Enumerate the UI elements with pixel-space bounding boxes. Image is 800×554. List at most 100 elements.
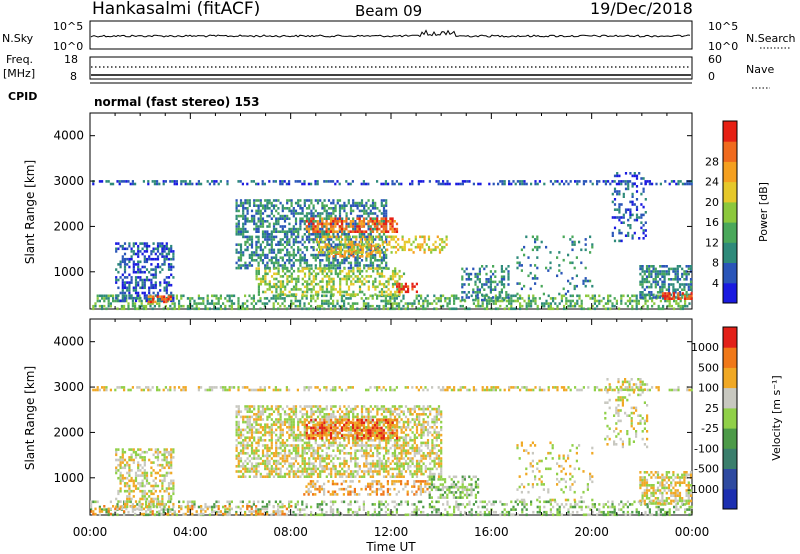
heatmap-cell-power-5 xyxy=(325,230,328,233)
heatmap-cell-velocity-0 xyxy=(197,505,200,509)
heatmap-cell-power-9 xyxy=(507,278,510,281)
heatmap-cell-velocity-0 xyxy=(156,500,159,504)
heatmap-cell-power-12 xyxy=(656,270,660,273)
heatmap-cell-power-3 xyxy=(347,233,350,236)
heatmap-cell-power-3 xyxy=(235,227,238,231)
heatmap-cell-power-12 xyxy=(683,288,686,291)
heatmap-cell-power-0 xyxy=(202,299,205,303)
heatmap-cell-power-7 xyxy=(421,243,424,246)
heatmap-cell-velocity-1 xyxy=(103,505,106,508)
heatmap-cell-power-14 xyxy=(274,180,277,183)
heatmap-cell-power-4 xyxy=(380,275,384,278)
heatmap-cell-velocity-2 xyxy=(123,450,127,454)
heatmap-cell-power-1 xyxy=(132,252,135,256)
heatmap-cell-power-7 xyxy=(434,245,437,249)
heatmap-cell-power-4 xyxy=(297,267,300,270)
heatmap-cell-velocity-0 xyxy=(334,500,337,504)
heatmap-cell-power-3 xyxy=(244,235,247,239)
heatmap-cell-power-3 xyxy=(382,246,386,249)
heatmap-cell-power-3 xyxy=(250,240,254,244)
heatmap-cell-power-3 xyxy=(299,261,302,265)
heatmap-cell-power-1 xyxy=(145,260,149,264)
heatmap-cell-power-0 xyxy=(138,304,141,308)
heatmap-cell-power-3 xyxy=(270,204,273,207)
heatmap-cell-velocity-2 xyxy=(141,474,144,477)
heatmap-cell-power-7 xyxy=(364,238,367,241)
heatmap-cell-velocity-0 xyxy=(316,505,319,509)
heatmap-cell-power-3 xyxy=(279,225,282,228)
heatmap-cell-power-0 xyxy=(367,302,370,305)
heatmap-cell-power-0 xyxy=(349,297,352,300)
heatmap-cell-power-3 xyxy=(380,199,383,202)
heatmap-cell-velocity-0 xyxy=(266,503,269,506)
heatmap-cell-power-3 xyxy=(365,264,368,267)
heatmap-cell-power-4 xyxy=(339,280,342,283)
heatmap-cell-power-1 xyxy=(132,244,135,248)
heatmap-cell-velocity-2 xyxy=(139,456,142,459)
heatmap-cell-power-12 xyxy=(641,275,644,278)
heatmap-cell-power-3 xyxy=(374,238,377,241)
heatmap-cell-power-12 xyxy=(641,267,644,271)
heatmap-cell-velocity-2 xyxy=(156,458,160,462)
heatmap-cell-power-1 xyxy=(152,257,155,261)
heatmap-cell-velocity-1 xyxy=(217,505,220,508)
heatmap-cell-power-0 xyxy=(112,299,115,303)
heatmap-cell-power-7 xyxy=(443,245,446,249)
heatmap-cell-power-10 xyxy=(575,256,578,259)
heatmap-cell-velocity-2 xyxy=(126,461,129,464)
heatmap-cell-power-3 xyxy=(310,233,313,236)
heatmap-cell-power-3 xyxy=(314,214,317,218)
heatmap-cell-power-0 xyxy=(384,302,387,305)
heatmap-cell-power-12 xyxy=(689,288,693,291)
heatmap-cell-power-12 xyxy=(652,265,655,268)
heatmap-cell-power-1 xyxy=(134,276,138,279)
heatmap-cell-velocity-1 xyxy=(180,505,183,508)
heatmap-cell-power-0 xyxy=(455,294,458,298)
heatmap-cell-power-3 xyxy=(374,259,377,262)
heatmap-cell-velocity-0 xyxy=(318,505,321,509)
heatmap-cell-power-4 xyxy=(380,293,384,296)
heatmap-cell-power-1 xyxy=(148,270,151,274)
heatmap-cell-power-12 xyxy=(689,280,693,284)
heatmap-cell-power-4 xyxy=(367,275,370,278)
heatmap-cell-power-9 xyxy=(476,293,479,297)
heatmap-cell-power-3 xyxy=(352,251,355,254)
heatmap-cell-velocity-0 xyxy=(340,500,343,504)
heatmap-cell-velocity-0 xyxy=(301,500,304,504)
heatmap-cell-power-1 xyxy=(172,257,175,261)
heatmap-cell-power-3 xyxy=(341,238,344,241)
heatmap-cell-power-0 xyxy=(622,294,625,298)
heatmap-cell-power-3 xyxy=(316,253,320,257)
heatmap-cell-power-12 xyxy=(667,285,671,289)
heatmap-cell-power-4 xyxy=(255,272,258,276)
heatmap-cell-velocity-3 xyxy=(242,462,245,465)
heatmap-cell-power-3 xyxy=(270,201,273,205)
heatmap-cell-power-0 xyxy=(215,307,218,311)
heatmap-cell-power-7 xyxy=(445,235,448,239)
heatmap-cell-power-1 xyxy=(143,294,146,297)
heatmap-cell-velocity-0 xyxy=(296,508,299,511)
heatmap-cell-velocity-3 xyxy=(255,452,258,455)
heatmap-cell-power-4 xyxy=(380,290,384,294)
heatmap-cell-velocity-0 xyxy=(140,505,143,509)
heatmap-cell-power-10 xyxy=(534,238,537,241)
heatmap-cell-velocity-3 xyxy=(237,413,240,416)
heatmap-cell-power-3 xyxy=(259,209,262,213)
heatmap-cell-velocity-2 xyxy=(128,492,131,496)
heatmap-cell-power-3 xyxy=(371,204,375,207)
heatmap-cell-power-0 xyxy=(107,297,110,300)
heatmap-cell-velocity-0 xyxy=(609,505,612,509)
heatmap-cell-power-12 xyxy=(652,293,655,297)
heatmap-cell-velocity-0 xyxy=(204,505,207,509)
heatmap-cell-velocity-2 xyxy=(165,461,168,464)
heatmap-cell-velocity-3 xyxy=(253,426,256,429)
heatmap-cell-power-3 xyxy=(246,246,249,249)
heatmap-cell-power-12 xyxy=(650,293,653,297)
heatmap-cell-power-0 xyxy=(193,302,196,305)
heatmap-cell-velocity-0 xyxy=(442,513,445,517)
heatmap-cell-power-1 xyxy=(126,247,129,251)
heatmap-cell-power-3 xyxy=(246,220,249,223)
heatmap-cell-power-4 xyxy=(264,290,267,294)
heatmap-cell-power-4 xyxy=(292,285,296,289)
heatmap-cell-power-3 xyxy=(330,264,333,267)
